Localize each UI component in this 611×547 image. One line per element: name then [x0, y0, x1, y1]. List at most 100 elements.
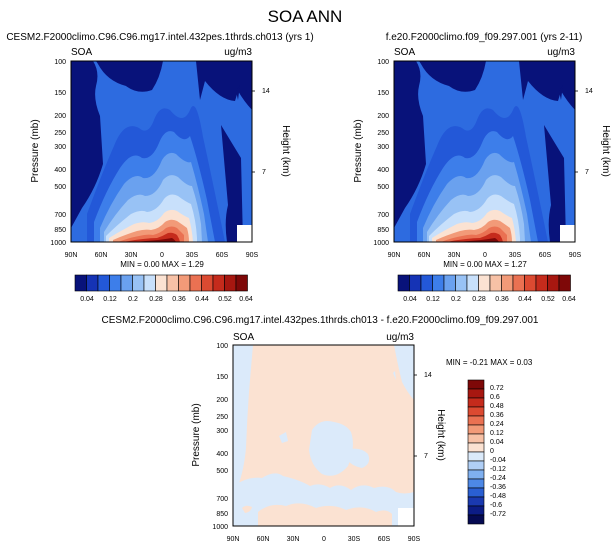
panel-test-variable: SOA	[71, 47, 92, 58]
y-tick-label: 300	[54, 144, 66, 151]
x-tick-label: 0	[483, 252, 487, 259]
colorbar-swatch	[467, 424, 485, 435]
colorbar-label: 0	[490, 448, 494, 455]
panel-difference-ylabel: Pressure (mb)	[191, 403, 202, 466]
height-tick-label: 14	[585, 88, 593, 95]
panel-control-y-axis: 100 150 200 250 300 400 500 700 850 1000	[373, 59, 389, 247]
height-tick-label: 7	[424, 453, 428, 460]
colorbar-label: -0.12	[490, 466, 506, 473]
colorbar-swatch	[467, 478, 485, 489]
y-tick-label: 700	[54, 212, 66, 219]
colorbar-swatch	[467, 487, 485, 498]
x-tick-label: 30N	[125, 252, 138, 259]
colorbar-test-labels: 0.04 0.12 0.2 0.28 0.36 0.44 0.52 0.64	[80, 296, 253, 303]
y-tick-label: 200	[216, 397, 228, 404]
colorbar-swatch	[224, 274, 237, 292]
y-tick-label: 300	[216, 428, 228, 435]
colorbar-label: -0.36	[490, 484, 506, 491]
panel-test-units: ug/m3	[224, 47, 252, 58]
panel-test-stats: MIN = 0.00 MAX = 1.29	[120, 260, 204, 269]
colorbar-label: -0.6	[490, 502, 502, 509]
panel-control-frame	[393, 60, 576, 243]
colorbar-swatch	[120, 274, 133, 292]
x-tick-label: 60S	[378, 536, 391, 543]
colorbar-label: -0.04	[490, 457, 506, 464]
colorbar-label: 0.52	[218, 296, 232, 303]
y-tick-label: 250	[216, 414, 228, 421]
colorbar-label: 0.12	[490, 430, 504, 437]
panel-test-contours	[71, 61, 252, 242]
y-tick-label: 250	[377, 130, 389, 137]
colorbar-swatch	[443, 274, 456, 292]
y-tick-label: 400	[216, 451, 228, 458]
colorbar-swatch	[455, 274, 468, 292]
panel-control-ylabel: Pressure (mb)	[353, 119, 364, 182]
colorbar-swatch	[501, 274, 514, 292]
panel-difference-y-axis: 100 150 200 250 300 400 500 700 850 1000	[212, 343, 228, 531]
x-tick-label: 0	[322, 536, 326, 543]
colorbar-swatch	[189, 274, 202, 292]
x-tick-label: 90N	[227, 536, 240, 543]
panel-difference-stats: MIN = -0.21 MAX = 0.03	[446, 358, 533, 367]
colorbar-swatch	[143, 274, 156, 292]
panel-control: f.e20.F2000climo.f09_f09.297.001 (yrs 2-…	[353, 32, 611, 269]
colorbar-swatch	[235, 274, 248, 292]
height-tick-label: 14	[262, 88, 270, 95]
colorbar-swatch	[467, 460, 485, 471]
panel-control-height-axis: 14 7	[575, 88, 593, 176]
y-tick-label: 700	[377, 212, 389, 219]
colorbar-swatch	[547, 274, 560, 292]
y-tick-label: 400	[377, 167, 389, 174]
colorbar-label: 0.2	[128, 296, 138, 303]
panel-difference-units: ug/m3	[386, 332, 414, 343]
y-tick-label: 150	[216, 374, 228, 381]
panel-test: CESM2.F2000climo.C96.C96.mg17.intel.432p…	[6, 32, 313, 269]
y-tick-label: 200	[377, 113, 389, 120]
y-tick-label: 1000	[373, 240, 389, 247]
y-tick-label: 400	[54, 167, 66, 174]
colorbar-swatch	[478, 274, 491, 292]
colorbar-label: 0.36	[490, 412, 504, 419]
y-tick-label: 150	[377, 90, 389, 97]
x-tick-label: 30S	[348, 536, 361, 543]
colorbar-swatch	[109, 274, 122, 292]
x-tick-label: 30S	[186, 252, 199, 259]
panel-control-x-axis: 90N 60N 30N 0 30S 60S 90S	[388, 252, 582, 259]
colorbar-test: 0.04 0.12 0.2 0.28 0.36 0.44 0.52 0.64	[74, 274, 253, 303]
panel-control-stats: MIN = 0.00 MAX = 1.27	[443, 260, 527, 269]
colorbar-swatch	[467, 505, 485, 516]
y-tick-label: 200	[54, 113, 66, 120]
colorbar-swatch	[201, 274, 214, 292]
colorbar-swatch	[420, 274, 433, 292]
colorbar-label: 0.64	[562, 296, 576, 303]
panel-difference-frame	[232, 344, 415, 527]
x-tick-label: 90S	[569, 252, 582, 259]
height-tick-label: 7	[262, 169, 266, 176]
panel-control-ylabel-right: Height (km)	[600, 125, 611, 177]
x-tick-label: 60S	[216, 252, 229, 259]
x-tick-label: 60N	[257, 536, 270, 543]
x-tick-label: 30N	[448, 252, 461, 259]
colorbar-control-labels: 0.04 0.12 0.2 0.28 0.36 0.44 0.52 0.64	[403, 296, 576, 303]
panel-test-x-axis: 90N 60N 30N 0 30S 60S 90S	[65, 252, 259, 259]
panel-control-contours	[394, 61, 575, 242]
colorbar-swatch	[535, 274, 548, 292]
y-tick-label: 850	[54, 227, 66, 234]
colorbar-swatch	[74, 274, 87, 292]
colorbar-label: 0.44	[518, 296, 532, 303]
panel-test-y-axis: 100 150 200 250 300 400 500 700 850 1000	[50, 59, 66, 247]
x-tick-label: 90N	[388, 252, 401, 259]
y-tick-label: 700	[216, 496, 228, 503]
y-tick-label: 1000	[212, 524, 228, 531]
x-tick-label: 60S	[539, 252, 552, 259]
colorbar-control: 0.04 0.12 0.2 0.28 0.36 0.44 0.52 0.64	[397, 274, 576, 303]
colorbar-label: 0.04	[403, 296, 417, 303]
colorbar-swatch	[489, 274, 502, 292]
panel-difference-x-axis: 90N 60N 30N 0 30S 60S 90S	[227, 536, 421, 543]
height-tick-label: 7	[585, 169, 589, 176]
panel-test-title: CESM2.F2000climo.C96.C96.mg17.intel.432p…	[6, 32, 313, 43]
y-tick-label: 500	[377, 184, 389, 191]
colorbar-swatch	[467, 406, 485, 417]
colorbar-swatch	[467, 397, 485, 408]
